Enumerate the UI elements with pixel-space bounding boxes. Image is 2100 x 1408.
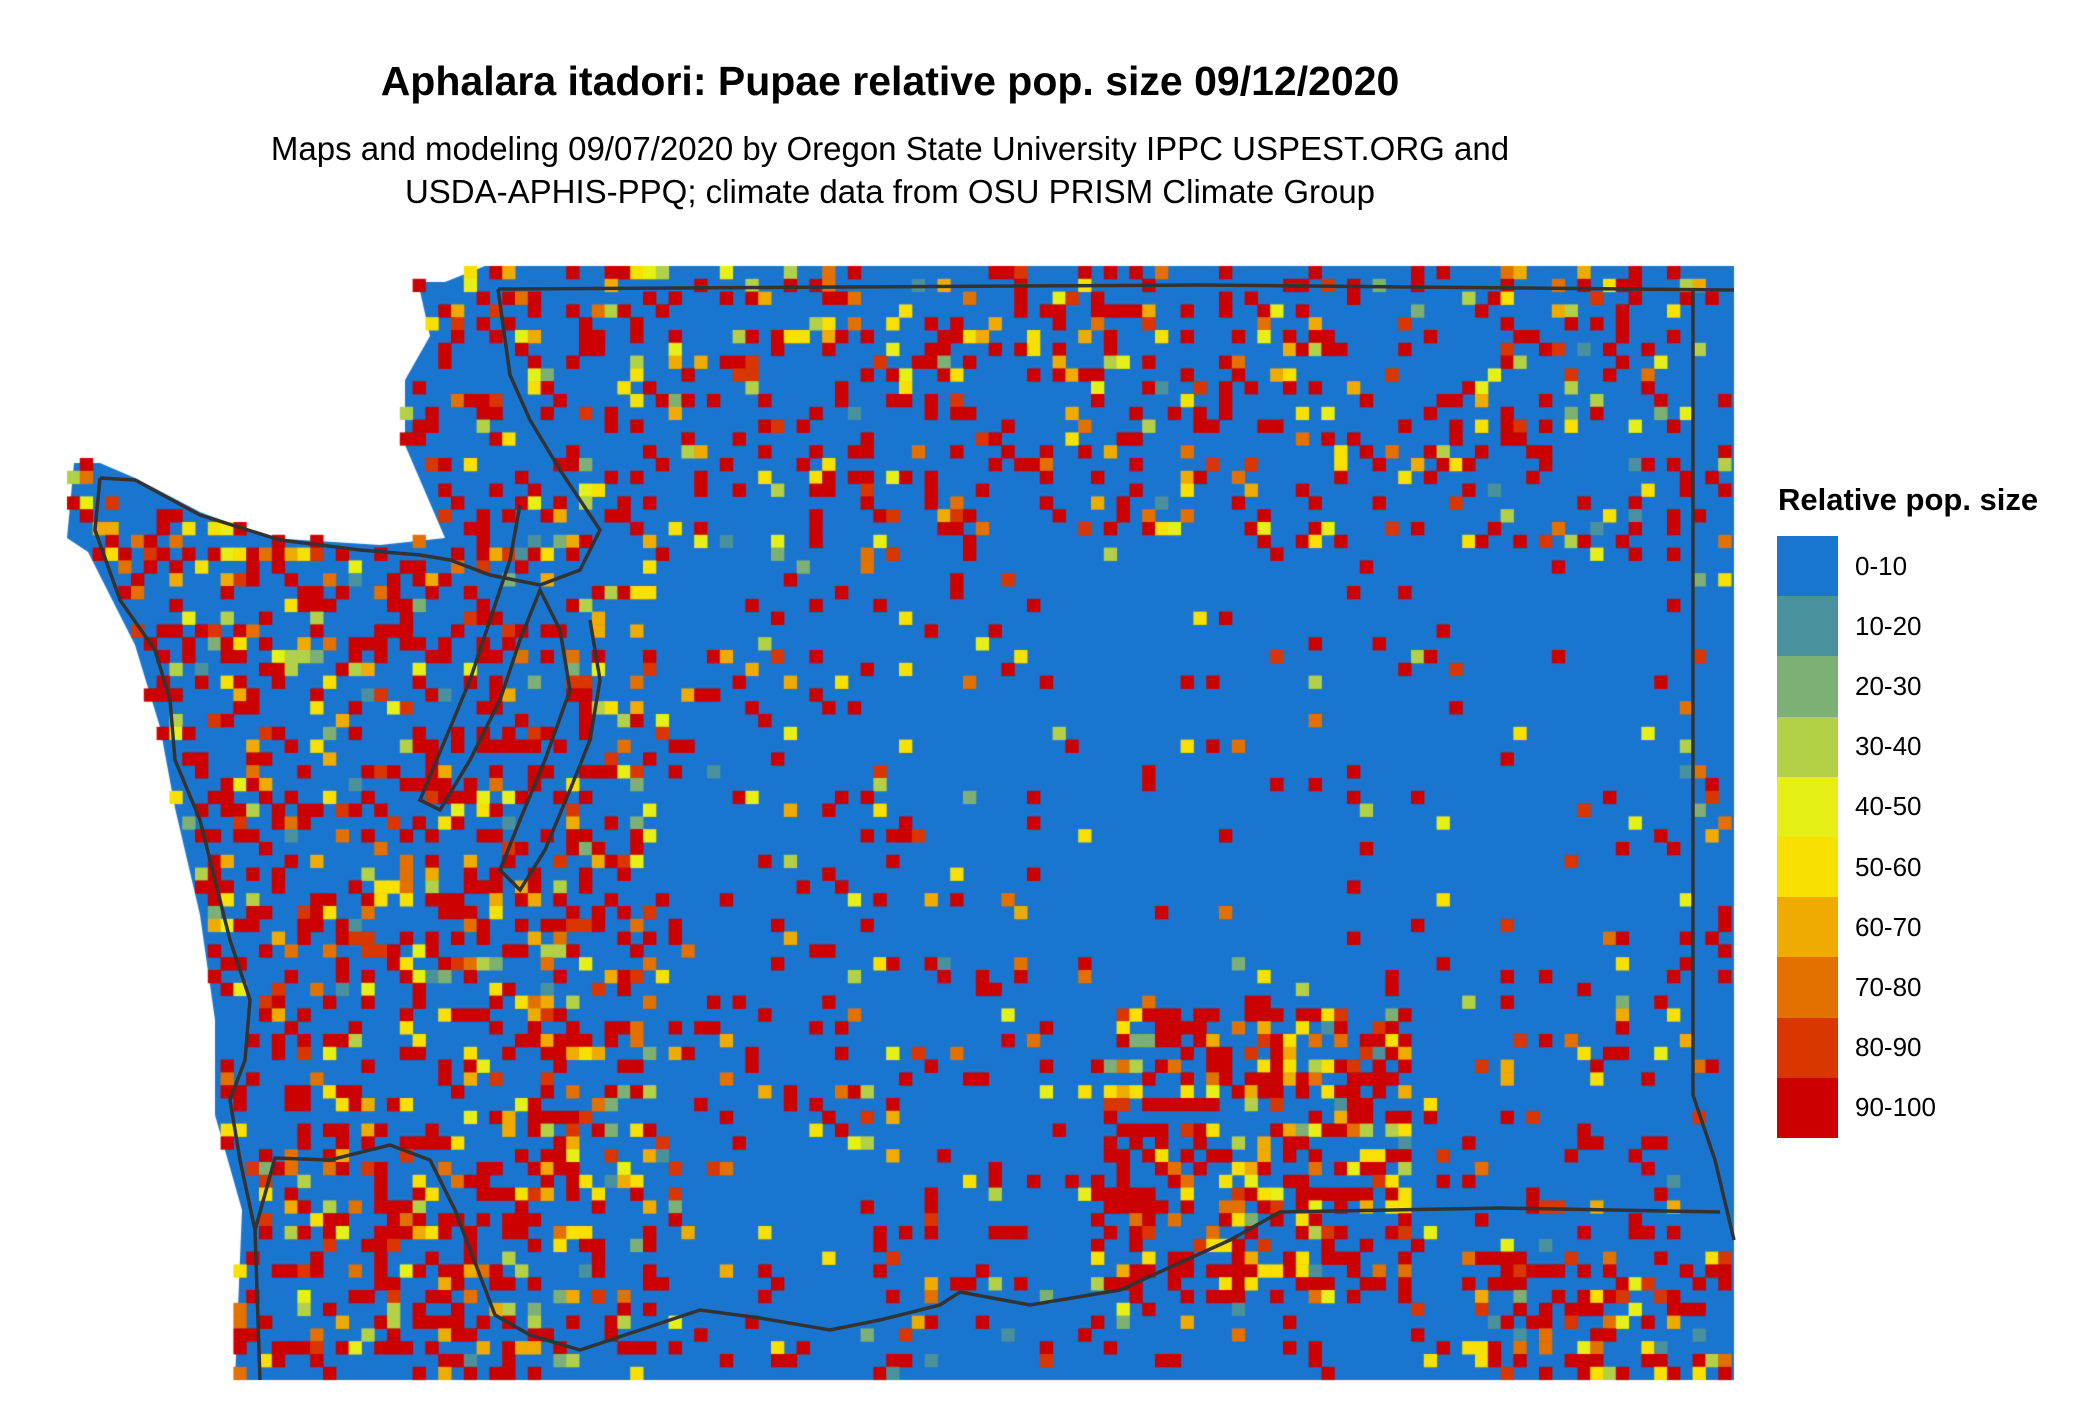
legend-item: 10-20 <box>1777 596 1936 657</box>
legend-swatch <box>1777 836 1838 898</box>
map-title: Aphalara itadori: Pupae relative pop. si… <box>380 58 1400 104</box>
legend-label: 20-30 <box>1855 670 1922 701</box>
legend-item: 20-30 <box>1777 656 1936 717</box>
legend-item: 90-100 <box>1777 1077 1936 1138</box>
legend-item: 40-50 <box>1777 776 1936 837</box>
legend-item: 50-60 <box>1777 836 1936 898</box>
legend-swatch <box>1777 897 1838 958</box>
legend-label: 10-20 <box>1855 610 1922 641</box>
legend-item: 70-80 <box>1777 957 1936 1018</box>
legend-label: 80-90 <box>1855 1032 1922 1063</box>
legend-label: 50-60 <box>1855 851 1922 882</box>
legend-item: 80-90 <box>1777 1017 1936 1078</box>
legend-label: 40-50 <box>1855 791 1922 822</box>
map-subtitle-line1: Maps and modeling 09/07/2020 by Oregon S… <box>270 130 1510 167</box>
legend-label: 70-80 <box>1855 971 1922 1002</box>
legend-swatch <box>1777 716 1838 777</box>
map-subtitle-line2: USDA-APHIS-PPQ; climate data from OSU PR… <box>404 173 1376 210</box>
legend: 0-10 10-20 20-30 30-40 40-50 50-60 60-70 70-80 8… <box>1777 536 1936 1138</box>
legend-swatch <box>1777 957 1838 1018</box>
legend-swatch <box>1777 596 1838 657</box>
legend-item: 30-40 <box>1777 716 1936 777</box>
legend-title: Relative pop. size <box>1778 482 2039 517</box>
legend-swatch <box>1777 536 1838 597</box>
legend-label: 30-40 <box>1855 731 1922 762</box>
legend-label: 60-70 <box>1855 911 1922 942</box>
legend-swatch <box>1777 1017 1838 1078</box>
legend-item: 0-10 <box>1777 536 1936 597</box>
legend-swatch <box>1777 656 1838 717</box>
legend-label: 90-100 <box>1855 1092 1936 1123</box>
legend-item: 60-70 <box>1777 897 1936 958</box>
legend-swatch <box>1777 1077 1838 1138</box>
legend-swatch <box>1777 776 1838 837</box>
legend-label: 0-10 <box>1855 550 1908 581</box>
